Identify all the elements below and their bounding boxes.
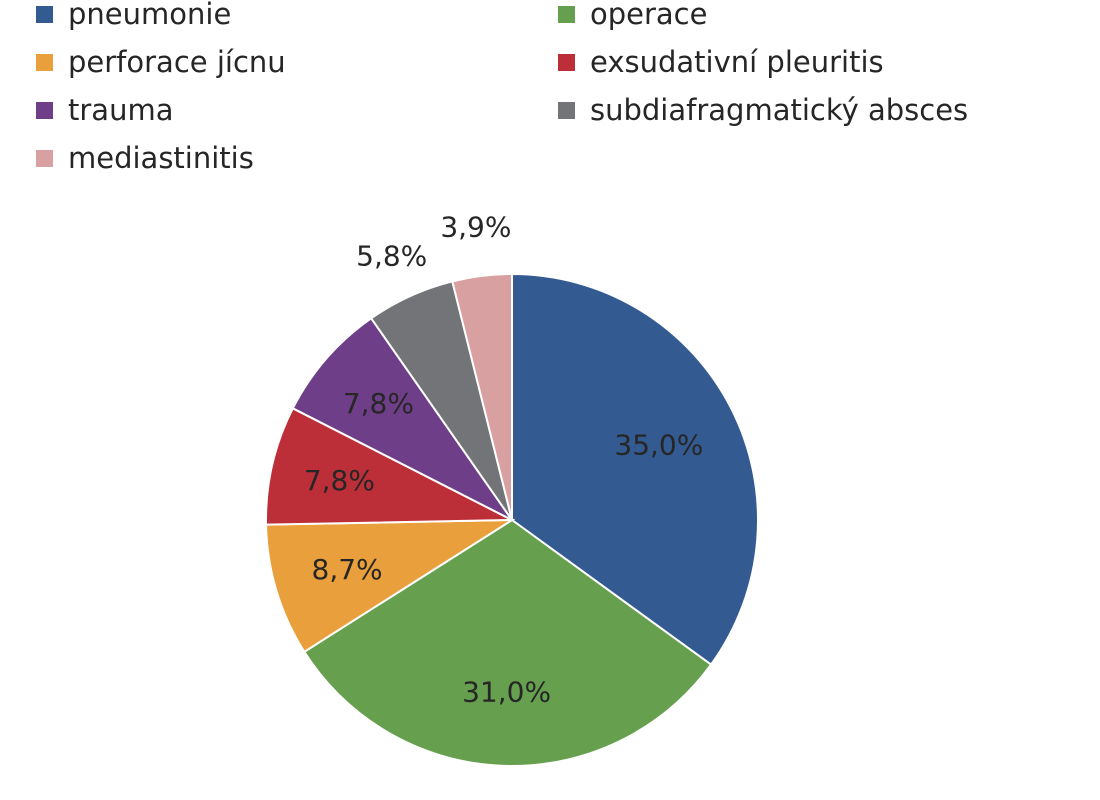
data-label-perforace-jicnu: 8,7% bbox=[312, 553, 383, 586]
legend-label-exsudativni-pleuritis: exsudativní pleuritis bbox=[590, 45, 884, 79]
data-label-subdiafragmaticky-absces: 5,8% bbox=[356, 239, 427, 272]
legend-item-trauma: trauma bbox=[36, 90, 173, 130]
legend-swatch-trauma bbox=[36, 101, 53, 119]
legend-swatch-exsudativni-pleuritis bbox=[558, 53, 575, 71]
legend-swatch-subdiafragmaticky-absces bbox=[558, 101, 575, 119]
legend-item-pneumonie: pneumonie bbox=[36, 0, 231, 34]
pie-slice-trauma bbox=[291, 316, 513, 521]
legend-swatch-operace bbox=[558, 5, 575, 23]
legend-label-operace: operace bbox=[590, 0, 708, 31]
pie-slice-mediastinitis bbox=[451, 272, 513, 521]
pie-slice-operace bbox=[302, 518, 713, 767]
data-label-operace: 31,0% bbox=[462, 676, 551, 709]
labels-layer: 35,0% 31,0% 8,7% 7,8% 7,8% 5,8% 3,9% bbox=[304, 211, 704, 709]
data-label-trauma: 7,8% bbox=[343, 387, 414, 420]
legend-item-mediastinitis: mediastinitis bbox=[36, 138, 254, 178]
pie-slice-pneumonie bbox=[511, 272, 759, 666]
legend-label-pneumonie: pneumonie bbox=[68, 0, 232, 31]
pie-slice-perforace-jicnu bbox=[265, 518, 516, 654]
legend-label-subdiafragmaticky-absces: subdiafragmatický absces bbox=[590, 93, 969, 127]
legend-swatch-mediastinitis bbox=[36, 149, 53, 167]
legend-item-subdiafragmaticky-absces: subdiafragmatický absces bbox=[558, 90, 968, 130]
legend-label-trauma: trauma bbox=[68, 93, 174, 127]
legend-label-perforace-jicnu: perforace jícnu bbox=[68, 45, 286, 79]
legend-swatch-perforace-jicnu bbox=[36, 53, 53, 71]
legend-swatch-pneumonie bbox=[36, 5, 53, 23]
legend: pneumonie operace perforace jícnu exsuda… bbox=[36, 0, 1076, 190]
legend-item-perforace-jicnu: perforace jícnu bbox=[36, 42, 286, 82]
legend-item-operace: operace bbox=[558, 0, 707, 34]
data-label-pneumonie: 35,0% bbox=[614, 429, 703, 462]
data-label-mediastinitis: 3,9% bbox=[440, 211, 511, 244]
legend-label-mediastinitis: mediastinitis bbox=[68, 141, 254, 175]
pie-slice-exsudativni-pleuritis bbox=[265, 406, 513, 526]
legend-item-exsudativni-pleuritis: exsudativní pleuritis bbox=[558, 42, 884, 82]
data-label-exsudativni-pleuritis: 7,8% bbox=[304, 464, 375, 497]
slices-layer bbox=[265, 272, 759, 767]
